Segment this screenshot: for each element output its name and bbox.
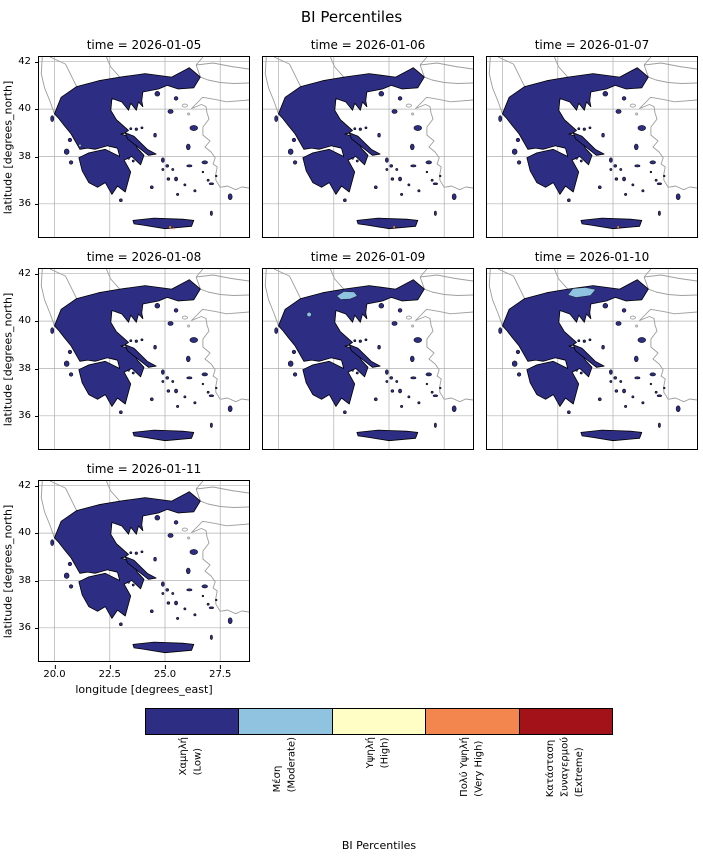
map-axes: [262, 268, 474, 450]
y-tick: 42: [18, 55, 39, 67]
facet-panel-2026-01-05: time = 2026-01-05 latitude [degrees_nort…: [2, 36, 250, 238]
colorbar-segment-high: [331, 709, 426, 734]
colorbar-segment-very-high: [425, 709, 519, 734]
x-tick: 20.0: [43, 665, 66, 680]
map-axes: latitude [degrees_north] 42 40 38 36: [2, 268, 250, 450]
colorbar-tick-label: Υψηλή (High): [365, 737, 391, 769]
colorbar-tick-cell: Κατάσταση Συναγερμού (Extreme): [519, 737, 613, 835]
subplot-title: time = 2026-01-05: [86, 38, 202, 52]
y-axis-label: latitude [degrees_north]: [1, 292, 15, 426]
y-tick: 40: [18, 527, 39, 539]
map-axes: [486, 56, 698, 238]
overlay-moderate-patches: [306, 291, 358, 317]
overlay-anomalies: [392, 225, 396, 229]
subplot-title: time = 2026-01-11: [86, 462, 202, 476]
figure-title: BI Percentiles: [300, 8, 403, 26]
facet-panel-2026-01-07: time = 2026-01-07: [486, 36, 698, 238]
y-tick: 38: [18, 150, 39, 162]
y-axis-label: latitude [degrees_north]: [1, 504, 15, 638]
y-tick: 38: [18, 574, 39, 586]
colorbar-title: BI Percentiles: [341, 839, 417, 852]
greece-map: [39, 481, 249, 661]
greece-map: [39, 269, 249, 449]
map-axes: latitude [degrees_north] 42 40 38 36: [2, 56, 250, 238]
colorbar-tick-cell: Πολύ Υψηλή (Very High): [426, 737, 520, 835]
y-tick: 36: [18, 409, 39, 421]
y-tick: 38: [18, 362, 39, 374]
subplot-title: time = 2026-01-09: [310, 250, 426, 264]
y-tick: 42: [18, 479, 39, 491]
greece-map: [263, 57, 473, 237]
y-tick: 40: [18, 315, 39, 327]
colorbar-segment-extreme: [518, 709, 613, 734]
colorbar-tick-label: Πολύ Υψηλή (Very High): [459, 737, 485, 797]
x-tick: 25.0: [153, 665, 177, 680]
colorbar-segment-low: [146, 709, 239, 734]
facet-panel-2026-01-09: time = 2026-01-09: [262, 248, 474, 450]
facet-panel-2026-01-08: time = 2026-01-08 latitude [degrees_nort…: [2, 248, 250, 450]
subplot-title: time = 2026-01-08: [86, 250, 202, 264]
map-axes: [486, 268, 698, 450]
y-tick: 40: [18, 103, 39, 115]
greece-map: [487, 57, 697, 237]
x-tick: 27.5: [209, 665, 232, 680]
colorbar-tick-label: Μέση (Moderate): [271, 737, 298, 793]
colorbar-tick-cell: Υψηλή (High): [332, 737, 426, 835]
greece-map: [39, 57, 249, 237]
overlay-anomalies: [616, 225, 620, 229]
overlay-anomalies: [78, 144, 175, 230]
map-axes: [262, 56, 474, 238]
y-axis-label: latitude [degrees_north]: [1, 80, 15, 214]
colorbar-tick-cell: Μέση (Moderate): [239, 737, 333, 835]
facet-panel-2026-01-06: time = 2026-01-06: [262, 36, 474, 238]
y-tick: 36: [18, 197, 39, 209]
colorbar: [145, 708, 613, 735]
subplot-title: time = 2026-01-07: [534, 38, 650, 52]
colorbar-tick-cell: Χαμηλή (Low): [145, 737, 239, 835]
map-axes: latitude [degrees_north] 42 40 38 36 20.…: [2, 480, 250, 696]
colorbar-tick-label: Κατάσταση Συναγερμού (Extreme): [545, 737, 586, 798]
subplot-title: time = 2026-01-06: [310, 38, 426, 52]
greece-map: [263, 269, 473, 449]
y-tick: 36: [18, 621, 39, 633]
overlay-moderate-patches: [567, 287, 596, 298]
colorbar-segment-moderate: [238, 709, 332, 734]
y-tick: 42: [18, 267, 39, 279]
greece-map: [487, 269, 697, 449]
facet-panel-2026-01-10: time = 2026-01-10: [486, 248, 698, 450]
subplot-title: time = 2026-01-10: [534, 250, 650, 264]
colorbar-tick-labels: Χαμηλή (Low) Μέση (Moderate) Υψηλή (High…: [145, 737, 613, 835]
colorbar-tick-label: Χαμηλή (Low): [178, 737, 204, 776]
x-axis-label: longitude [degrees_east]: [75, 683, 213, 696]
facet-panel-2026-01-11: time = 2026-01-11 latitude [degrees_nort…: [2, 460, 250, 696]
x-tick: 22.5: [98, 665, 121, 680]
